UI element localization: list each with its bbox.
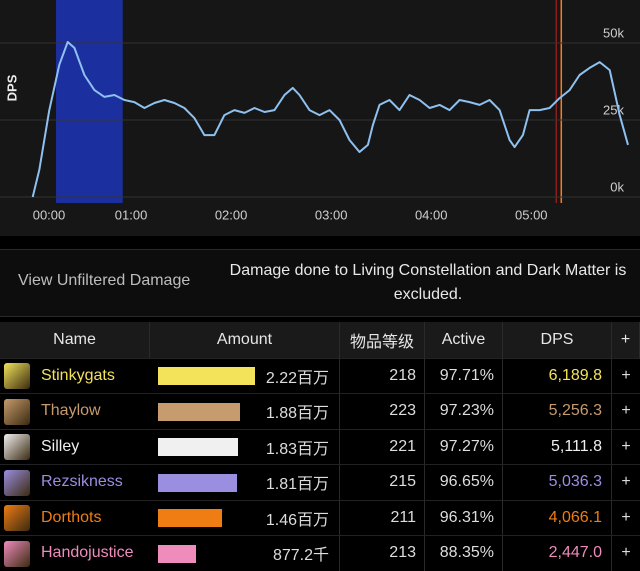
y-tick-label: 25k: [603, 102, 624, 117]
dps: 2,447.0: [503, 535, 612, 571]
player-name: Handojustice: [41, 544, 134, 561]
add-button[interactable]: +: [621, 508, 631, 526]
y-axis-label: DPS: [4, 74, 19, 101]
amount-bar: [158, 438, 238, 456]
player-row: Silley 1.83百万 221 97.27% 5,111.8 +: [0, 429, 640, 465]
active: 96.31%: [425, 500, 503, 535]
x-tick-label: 01:00: [115, 207, 148, 222]
amount-bar: [158, 367, 255, 385]
column-header: Name: [0, 322, 150, 358]
notice-bar: View Unfiltered Damage Damage done to Li…: [0, 249, 640, 317]
item-level: 218: [340, 358, 425, 393]
class-icon: [4, 540, 30, 567]
column-header: DPS: [503, 322, 612, 358]
amount-label: 1.88百万: [150, 393, 340, 429]
amount-bar: [158, 402, 241, 421]
add-button[interactable]: +: [621, 544, 631, 561]
amount-bar: [158, 509, 222, 527]
amount-bar: [158, 544, 197, 563]
class-icon: [4, 398, 30, 425]
active: 97.23%: [425, 393, 503, 429]
x-tick-label: 00:00: [33, 207, 66, 222]
class-icon: [4, 434, 30, 460]
unfiltered-link[interactable]: View Unfiltered Damage: [18, 272, 191, 289]
amount-label: 1.81百万: [150, 464, 340, 500]
player-name: Thaylow: [41, 402, 101, 419]
add-button[interactable]: +: [621, 366, 631, 384]
amount-label: 2.22百万: [150, 358, 340, 393]
amount-label: 1.83百万: [150, 429, 340, 464]
dps: 5,036.3: [503, 464, 612, 500]
player-name: Dorthots: [41, 508, 102, 526]
active: 88.35%: [425, 535, 503, 571]
add-button[interactable]: +: [621, 437, 631, 455]
amount-label: 1.46百万: [150, 500, 340, 535]
dps-line: [31, 41, 629, 198]
item-level: 221: [340, 429, 425, 464]
x-tick-label: 02:00: [215, 207, 248, 222]
column-header: Amount: [150, 322, 340, 358]
player-row: Rezsikness 1.81百万 215 96.65% 5,036.3 +: [0, 464, 640, 501]
dps: 4,066.1: [503, 500, 612, 535]
highlight-band: [56, 0, 123, 203]
item-level: 215: [340, 464, 425, 500]
player-row: Dorthots 1.46百万 211 96.31% 4,066.1 +: [0, 500, 640, 536]
class-icon: [4, 505, 30, 531]
player-name: Stinkygats: [41, 366, 115, 384]
column-header[interactable]: +: [612, 322, 640, 358]
x-tick-label: 03:00: [315, 207, 348, 222]
column-header: 物品等级: [340, 322, 425, 358]
active: 96.65%: [425, 464, 503, 500]
player-name: Silley: [41, 437, 80, 455]
item-level: 211: [340, 500, 425, 535]
header-row: Name Amount 物品等级 Active DPS +: [0, 322, 640, 359]
chart: 0k 25k 50k DPS 00:00 01:00 02:00 03:00 04:00 05:0…: [0, 0, 640, 236]
dps: 5,256.3: [503, 393, 612, 429]
player-row: Stinkygats 2.22百万 218 97.71% 6,189.8 +: [0, 358, 640, 394]
item-level: 223: [340, 393, 425, 429]
dps: 6,189.8: [503, 358, 612, 393]
player-name: Rezsikness: [41, 473, 123, 490]
y-tick-label: 50k: [603, 25, 624, 40]
column-header: Active: [425, 322, 503, 358]
x-tick-label: 04:00: [415, 207, 448, 222]
add-button[interactable]: +: [621, 402, 631, 419]
dps: 5,111.8: [503, 429, 612, 464]
item-level: 213: [340, 535, 425, 571]
player-row: Handojustice 877.2千 213 88.35% 2,447.0 +: [0, 535, 640, 571]
damage-table: Name Amount 物品等级 Active DPS + Stinkygats 2.22百万…: [0, 322, 640, 571]
class-icon: [4, 469, 30, 496]
active: 97.71%: [425, 358, 503, 393]
amount-label: 877.2千: [150, 535, 340, 571]
amount-bar: [158, 473, 238, 492]
class-icon: [4, 363, 30, 389]
x-tick-label: 05:00: [515, 207, 548, 222]
notice-text: Damage done to Living Constellation and …: [229, 262, 627, 303]
y-tick-label: 0k: [610, 179, 624, 194]
player-row: Thaylow 1.88百万 223 97.23% 5,256.3 +: [0, 393, 640, 430]
active: 97.27%: [425, 429, 503, 464]
add-button[interactable]: +: [621, 473, 631, 490]
